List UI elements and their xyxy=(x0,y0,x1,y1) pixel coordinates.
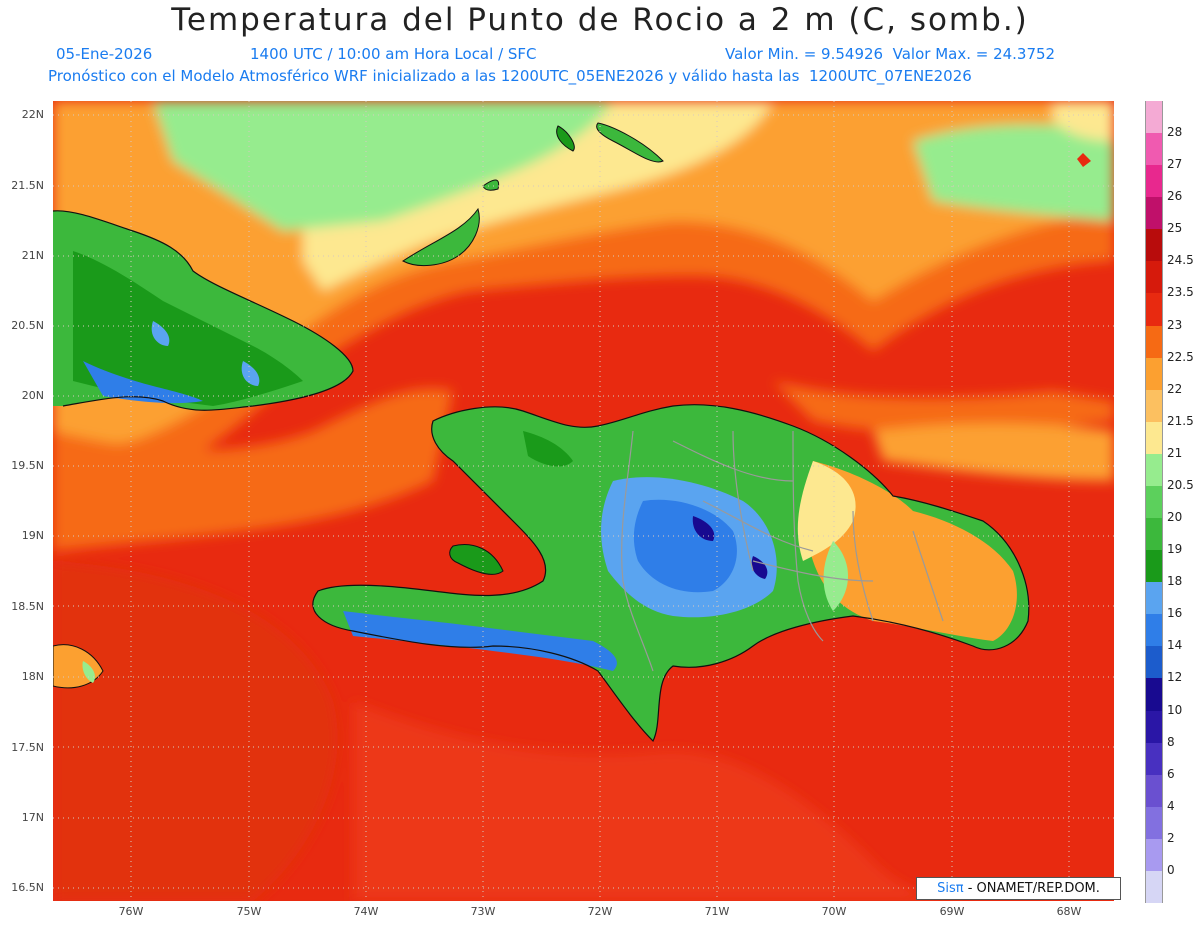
lat-tick: 21N xyxy=(21,249,44,262)
hispaniola-landmass xyxy=(312,404,1030,743)
province-borders xyxy=(621,430,944,672)
colorbar-label: 27 xyxy=(1167,157,1183,172)
colorbar-label: 19 xyxy=(1167,542,1183,557)
colorbar-swatch xyxy=(1145,646,1163,679)
colorbar-label: 26 xyxy=(1167,189,1183,204)
colorbar-label: 6 xyxy=(1167,766,1175,781)
colorbar-swatch xyxy=(1145,485,1163,519)
model-info: Pronóstico con el Modelo Atmosférico WRF… xyxy=(48,67,972,85)
colorbar-label: 28 xyxy=(1167,125,1183,140)
colorbar-swatch xyxy=(1145,678,1163,712)
lat-tick: 20.5N xyxy=(11,319,44,332)
colorbar-label: 4 xyxy=(1167,798,1175,813)
colorbar-swatch xyxy=(1145,325,1163,359)
colorbar-label: 18 xyxy=(1167,574,1183,589)
dewpoint-map xyxy=(53,101,1114,901)
sispi-logo: Sisπ xyxy=(937,881,964,896)
lat-tick: 20N xyxy=(21,389,44,402)
colorbar-label: 12 xyxy=(1167,670,1183,685)
lon-tick: 71W xyxy=(704,905,730,918)
map-title: Temperatura del Punto de Rocio a 2 m (C,… xyxy=(171,2,1029,38)
lon-tick: 70W xyxy=(821,905,847,918)
colorbar-swatch xyxy=(1145,165,1163,198)
colorbar-swatch xyxy=(1145,870,1163,904)
colorbar-label: 25 xyxy=(1167,221,1183,236)
colorbar-swatch xyxy=(1145,742,1163,776)
lat-tick: 16.5N xyxy=(11,881,44,894)
colorbar-swatch xyxy=(1145,774,1163,808)
lat-tick: 18N xyxy=(21,670,44,683)
graticule xyxy=(53,101,1114,901)
colorbar-swatch xyxy=(1145,133,1163,166)
colorbar-swatch xyxy=(1145,389,1163,423)
colorbar-label: 21.5 xyxy=(1167,413,1194,428)
lat-tick: 22N xyxy=(21,108,44,121)
colorbar-label: 20 xyxy=(1167,510,1183,525)
lat-tick: 19.5N xyxy=(11,459,44,472)
lon-tick: 73W xyxy=(470,905,496,918)
lon-tick: 68W xyxy=(1056,905,1082,918)
colorbar-label: 2 xyxy=(1167,830,1175,845)
colorbar-label: 21 xyxy=(1167,445,1183,460)
colorbar-label: 20.5 xyxy=(1167,477,1194,492)
colorbar-swatch xyxy=(1145,229,1163,262)
forecast-date: 05-Ene-2026 xyxy=(56,45,153,63)
colorbar-label: 24.5 xyxy=(1167,253,1194,268)
colorbar-swatch xyxy=(1145,421,1163,455)
colorbar-swatch xyxy=(1145,582,1163,615)
lon-tick: 76W xyxy=(118,905,144,918)
colorbar-swatch xyxy=(1145,293,1163,327)
lat-tick: 17.5N xyxy=(11,741,44,754)
lat-tick: 21.5N xyxy=(11,179,44,192)
colorbar-label: 23 xyxy=(1167,317,1183,332)
colorbar-swatch xyxy=(1145,101,1163,134)
colorbar-swatch xyxy=(1145,357,1163,391)
colorbar-swatch xyxy=(1145,550,1163,583)
colorbar-swatch xyxy=(1145,614,1163,647)
colorbar-label: 16 xyxy=(1167,606,1183,621)
colorbar-label: 23.5 xyxy=(1167,285,1194,300)
colorbar-label: 0 xyxy=(1167,862,1175,877)
lat-tick: 18.5N xyxy=(11,600,44,613)
colorbar-swatch xyxy=(1145,806,1163,840)
colorbar-label: 22 xyxy=(1167,381,1183,396)
jamaica-landmass xyxy=(53,644,104,689)
colorbar-label: 10 xyxy=(1167,702,1183,717)
lon-tick: 74W xyxy=(353,905,379,918)
colorbar-label: 22.5 xyxy=(1167,349,1194,364)
colorbar-swatch xyxy=(1145,838,1163,872)
colorbar-label: 8 xyxy=(1167,734,1175,749)
forecast-time: 1400 UTC / 10:00 am Hora Local / SFC xyxy=(250,45,537,63)
lat-tick: 19N xyxy=(21,529,44,542)
credit-text: - ONAMET/REP.DOM. xyxy=(963,881,1100,896)
cuba-landmass xyxy=(53,210,354,411)
bahamas-islands xyxy=(402,122,1091,267)
credit-box: Sisπ - ONAMET/REP.DOM. xyxy=(916,877,1121,900)
lon-tick: 75W xyxy=(236,905,262,918)
colorbar-swatch xyxy=(1145,518,1163,551)
colorbar-swatch xyxy=(1145,453,1163,487)
colorbar-swatch xyxy=(1145,261,1163,294)
colorbar-swatch xyxy=(1145,710,1163,744)
lon-tick: 72W xyxy=(587,905,613,918)
colorbar-swatch xyxy=(1145,197,1163,230)
lon-tick: 69W xyxy=(939,905,965,918)
lat-tick: 17N xyxy=(21,811,44,824)
map-field xyxy=(53,101,1114,901)
min-max-values: Valor Min. = 9.54926 Valor Max. = 24.375… xyxy=(725,45,1056,63)
colorbar-label: 14 xyxy=(1167,638,1183,653)
